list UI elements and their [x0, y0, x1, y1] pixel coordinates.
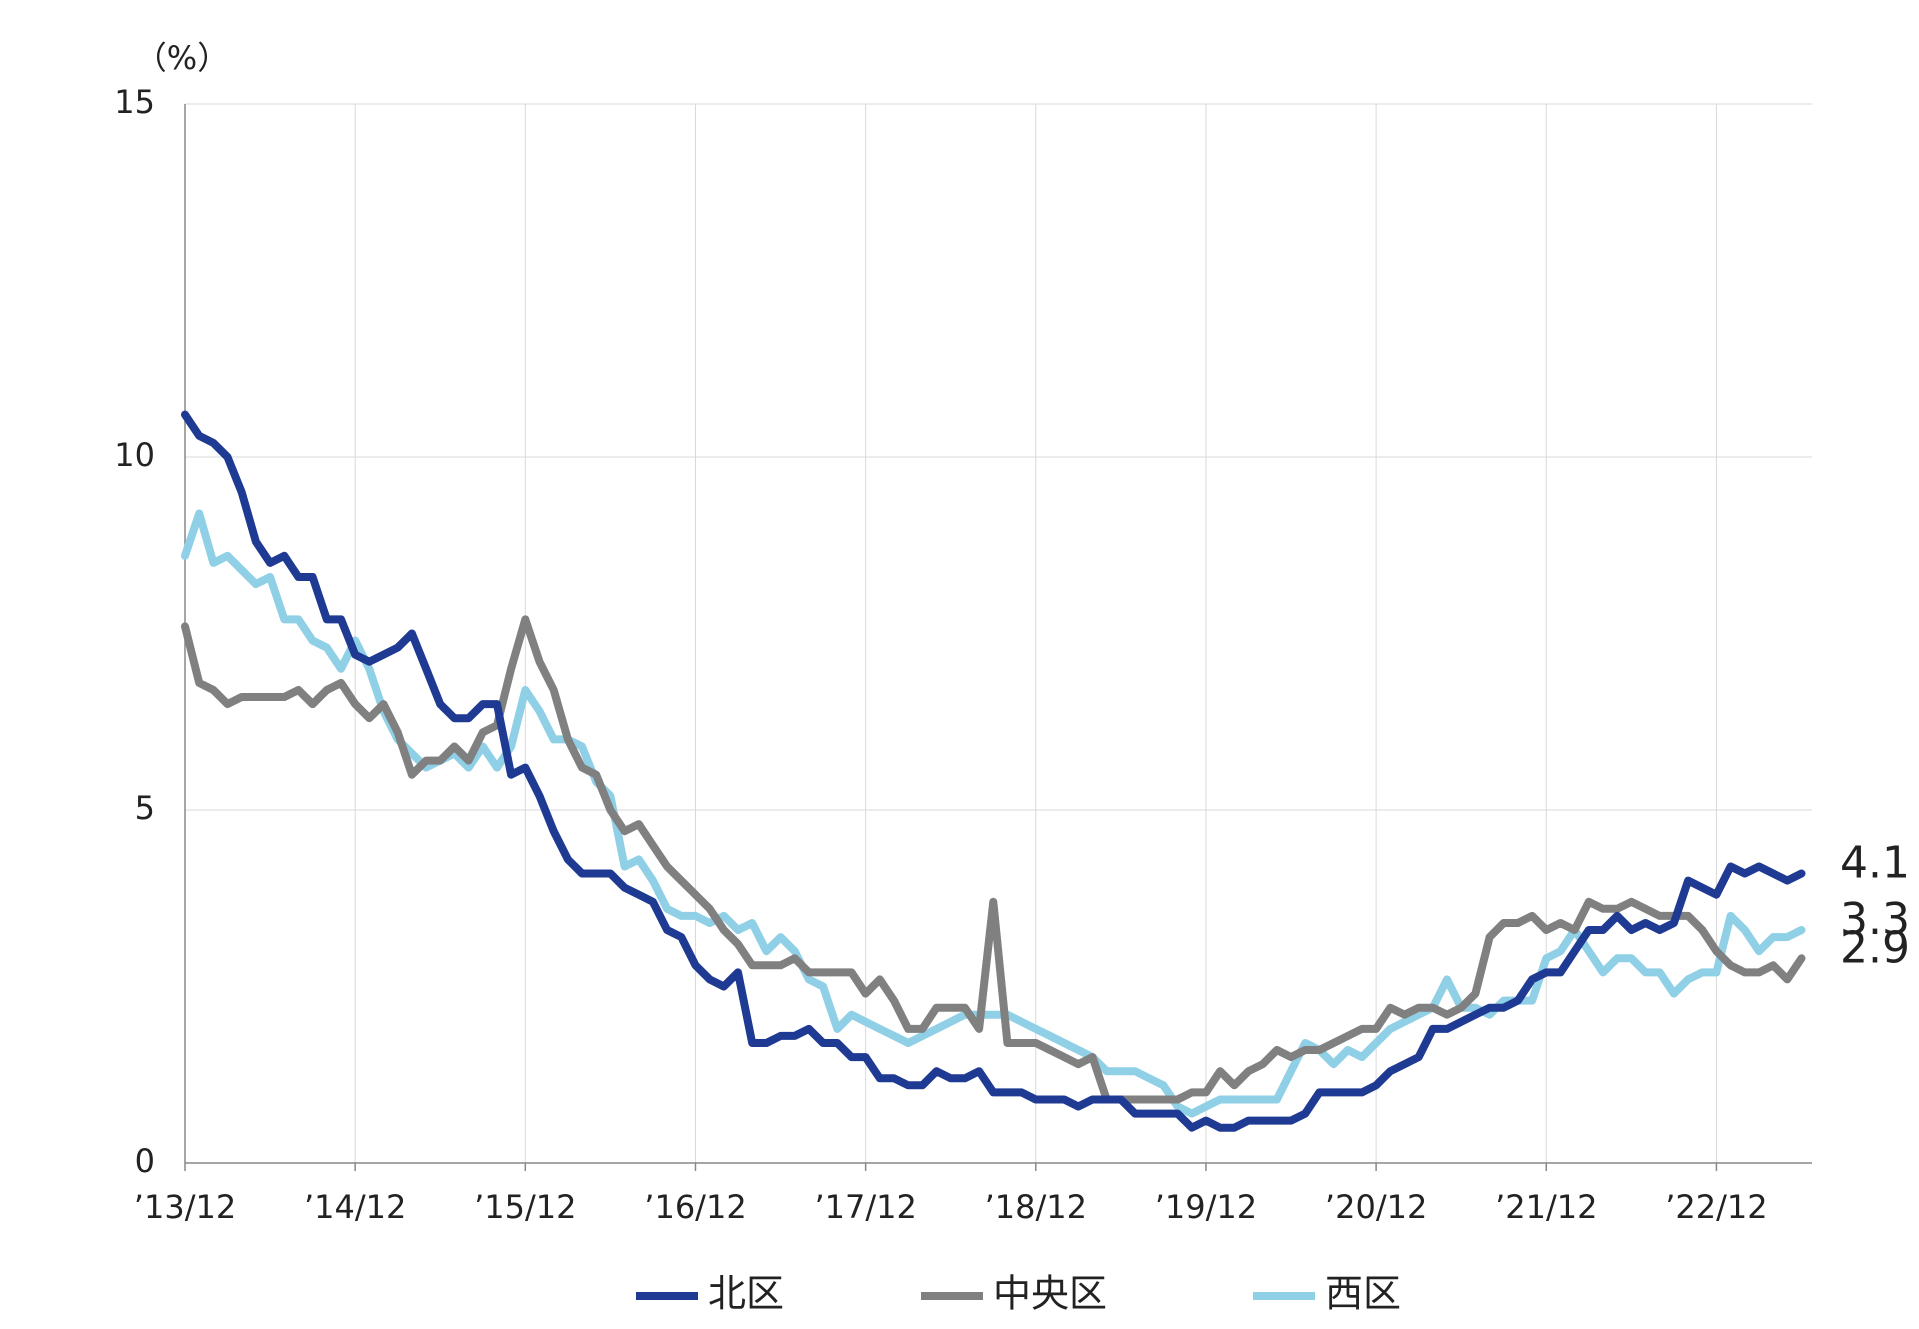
series-line	[181, 615, 1806, 1104]
end-label: 4.1	[1840, 838, 1910, 889]
x-tick-label: ’14/12	[304, 1188, 406, 1226]
series-line	[181, 509, 1806, 1118]
x-tick-label: ’19/12	[1155, 1188, 1257, 1226]
series-line	[181, 410, 1806, 1132]
x-tick-label: ’15/12	[474, 1188, 576, 1226]
x-tick-label: ’22/12	[1665, 1188, 1767, 1226]
x-tick-label: ’17/12	[814, 1188, 916, 1226]
x-tick-label: ’20/12	[1325, 1188, 1427, 1226]
y-tick-label: 0	[135, 1142, 155, 1180]
legend-label: 北区	[708, 1272, 784, 1316]
end-label: 3.3	[1840, 894, 1910, 945]
x-tick-label: ’16/12	[644, 1188, 746, 1226]
x-tick-label: ’21/12	[1495, 1188, 1597, 1226]
x-tick-label: ’13/12	[134, 1188, 236, 1226]
x-tick-label: ’18/12	[985, 1188, 1087, 1226]
legend-label: 中央区	[993, 1272, 1107, 1316]
end-label: 2.9	[1840, 922, 1910, 973]
y-tick-label: 15	[114, 83, 155, 121]
y-axis-label: （%）	[135, 39, 229, 77]
legend-label: 西区	[1325, 1272, 1401, 1316]
y-tick-label: 5	[135, 789, 155, 827]
y-tick-label: 10	[114, 436, 155, 474]
